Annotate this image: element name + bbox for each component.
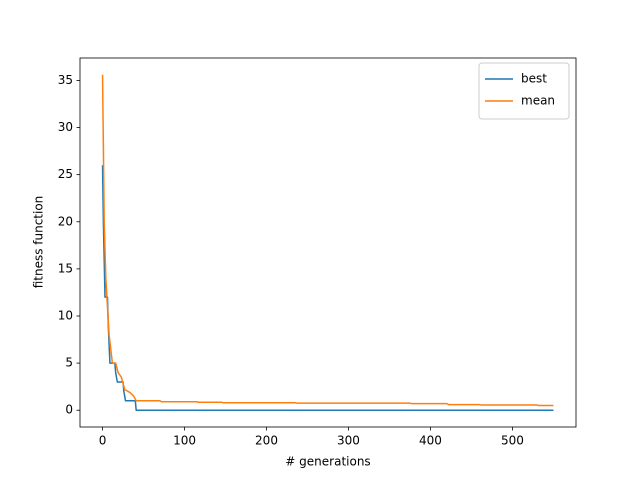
y-tick-label: 15: [58, 261, 73, 275]
x-tick-label: 400: [419, 434, 442, 448]
plot-frame: [79, 57, 577, 428]
y-tick-label: 0: [65, 403, 73, 417]
x-tick-label: 100: [173, 434, 196, 448]
y-axis-label: fitness function: [32, 196, 46, 289]
line-series: [101, 165, 554, 411]
x-tick-label: 200: [255, 434, 278, 448]
legend-label: best: [521, 72, 547, 86]
y-tick-label: 35: [58, 73, 73, 87]
x-tick-label: 500: [501, 434, 524, 448]
y-tick-label: 25: [58, 167, 73, 181]
x-axis-label: # generations: [285, 455, 370, 469]
y-tick-label: 30: [58, 120, 73, 134]
x-tick-label: 300: [337, 434, 360, 448]
legend-label: mean: [521, 94, 555, 108]
legend-box: [478, 62, 570, 120]
y-tick-label: 10: [58, 308, 73, 322]
y-tick-label: 5: [65, 356, 73, 370]
line-series: [101, 74, 554, 407]
y-tick-label: 20: [58, 214, 73, 228]
x-tick-label: 0: [99, 434, 107, 448]
